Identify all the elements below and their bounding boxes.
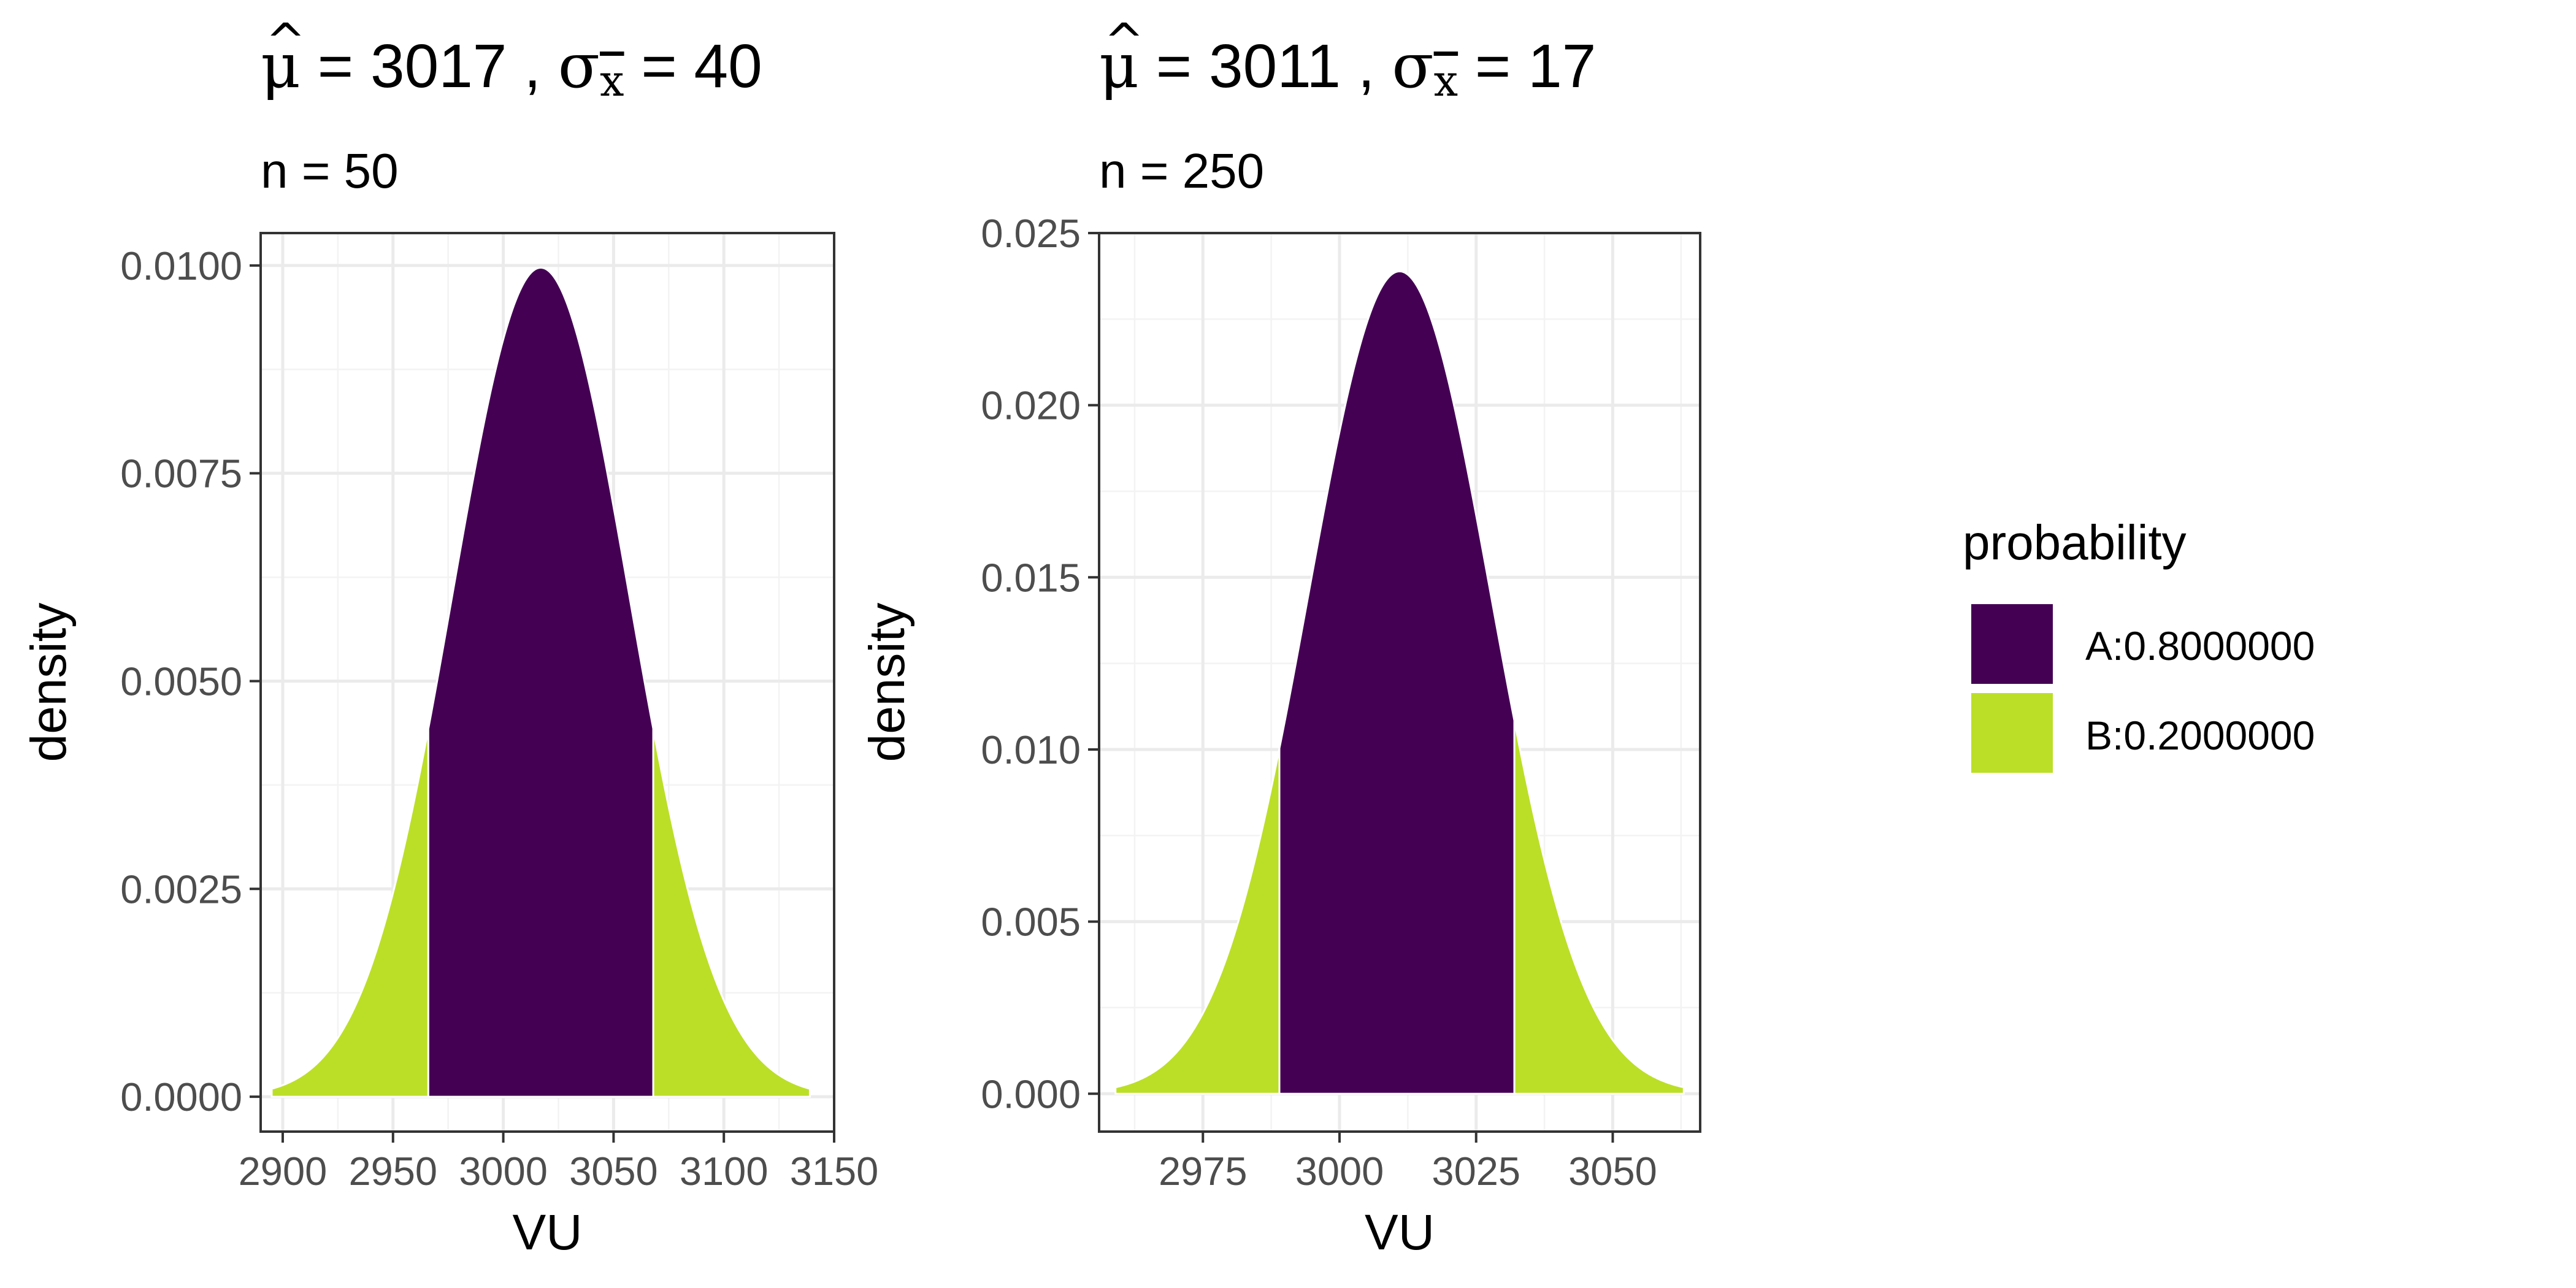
y-tick-label: 0.000 — [981, 1071, 1081, 1116]
y-tick-label: 0.025 — [981, 211, 1081, 256]
density-region-a-2 — [1278, 270, 1516, 1095]
x-tick-label: 3050 — [569, 1149, 658, 1194]
y-tick-label: 0.015 — [981, 555, 1081, 600]
y-axis: 0.000 0.005 0.010 0.015 0.020 0.025 — [981, 211, 1099, 1116]
y-axis-title: density — [859, 603, 915, 762]
legend-label-b: B:0.2000000 — [2085, 713, 2315, 758]
panel-border — [1098, 232, 1701, 1133]
x-tick-label: 3000 — [1295, 1149, 1384, 1194]
panel-border — [259, 232, 835, 1133]
title-text: μ = 3017 , σx = 40 — [261, 30, 762, 106]
legend-swatch-b — [1971, 693, 2053, 773]
legend-label-a: A:0.8000000 — [2085, 623, 2315, 669]
y-tick-label: 0.010 — [981, 727, 1081, 772]
plot-subtitle: n = 50 — [261, 144, 399, 198]
x-tick-label: 3150 — [790, 1149, 879, 1194]
y-tick-label: 0.0050 — [120, 659, 242, 703]
title-hat: ^ — [1104, 14, 1144, 69]
density-region-a-2 — [427, 266, 654, 1098]
plot-title: ^μ = 3017 , σx = 40 — [261, 14, 762, 106]
y-tick-label: 0.005 — [981, 900, 1081, 945]
legend-title: probability — [1963, 515, 2187, 570]
legend-swatch-a — [1971, 604, 2053, 684]
y-tick-label: 0.0000 — [120, 1075, 242, 1119]
x-axis: 2975 3000 3025 3050 — [1159, 1132, 1657, 1194]
y-tick-label: 0.0100 — [120, 243, 242, 288]
y-axis-title: density — [21, 603, 77, 762]
y-axis: 0.0000 0.0025 0.0050 0.0075 0.0100 — [120, 243, 261, 1119]
y-tick-label: 0.020 — [981, 383, 1081, 428]
panels: 0.0000 0.0025 0.0050 0.0075 0.0100 2900 2950 30… — [21, 14, 1701, 1260]
y-tick-label: 0.0075 — [120, 451, 242, 496]
x-tick-label: 2950 — [348, 1149, 437, 1194]
x-tick-label: 3050 — [1568, 1149, 1657, 1194]
x-tick-label: 2975 — [1159, 1149, 1248, 1194]
chart-panel-2: 0.000 0.005 0.010 0.015 0.020 0.025 2975 3000 30… — [859, 14, 1701, 1260]
plot-title: ^μ = 3011 , σx = 17 — [1099, 14, 1596, 106]
density-area — [270, 266, 811, 1098]
x-tick-label: 2900 — [239, 1149, 328, 1194]
legend: probability A:0.8000000 B:0.2000000 — [1963, 515, 2315, 773]
x-tick-label: 3100 — [680, 1149, 769, 1194]
y-tick-label: 0.0025 — [120, 867, 242, 911]
title-text: μ = 3011 , σx = 17 — [1099, 30, 1596, 106]
title-hat: ^ — [266, 14, 305, 69]
chart-panel-1: 0.0000 0.0025 0.0050 0.0075 0.0100 2900 2950 30… — [21, 14, 878, 1260]
plot-subtitle: n = 250 — [1099, 144, 1264, 198]
x-tick-label: 3000 — [459, 1149, 548, 1194]
density-region-b-3 — [1513, 720, 1685, 1095]
x-tick-label: 3025 — [1432, 1149, 1520, 1194]
x-axis: 2900 2950 3000 3050 3100 3150 — [239, 1132, 879, 1194]
density-region-b-1 — [270, 729, 429, 1098]
x-axis-title: VU — [513, 1205, 583, 1260]
density-area — [1114, 270, 1685, 1095]
x-axis-title: VU — [1365, 1205, 1435, 1260]
density-region-b-3 — [652, 729, 811, 1098]
density-region-b-1 — [1114, 748, 1281, 1095]
